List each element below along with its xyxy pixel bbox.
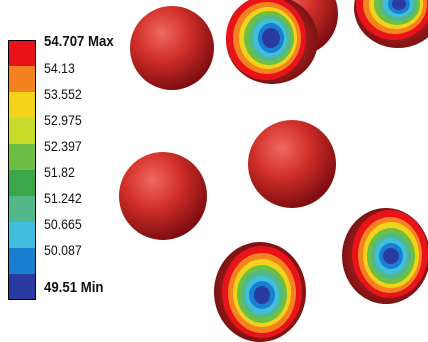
legend-swatch-5: [8, 144, 36, 170]
legend-swatch-1: [8, 40, 36, 66]
particle-sphere-3: [248, 120, 336, 208]
particle-sphere-1: [130, 6, 214, 90]
sectioned-sphere-2: [354, 0, 428, 48]
legend-max-value: 54.707: [44, 33, 85, 50]
legend-value-3: 53.552: [44, 86, 82, 102]
legend-value-6: 51.82: [44, 164, 75, 180]
color-legend: 54.707 Max 54.13 53.552 52.975 52.397 51…: [8, 34, 158, 304]
legend-value-2: 54.13: [44, 60, 75, 76]
legend-swatch-4: [8, 118, 36, 144]
legend-min-label: 49.51 Min: [44, 280, 103, 296]
legend-value-5: 52.397: [44, 138, 82, 154]
legend-swatch-3: [8, 92, 36, 118]
legend-swatch-10: [8, 274, 36, 300]
legend-swatch-9: [8, 248, 36, 274]
legend-value-9: 50.087: [44, 242, 82, 258]
legend-min-value: 49.51: [44, 279, 78, 296]
legend-value-4: 52.975: [44, 112, 82, 128]
legend-swatch-6: [8, 170, 36, 196]
legend-swatch-2: [8, 66, 36, 92]
legend-min-tag: Min: [80, 279, 104, 296]
sectioned-sphere-3: [214, 242, 306, 342]
sectioned-sphere-1: [226, 0, 318, 84]
legend-value-8: 50.665: [44, 216, 82, 232]
legend-swatch-8: [8, 222, 36, 248]
legend-value-7: 51.242: [44, 190, 82, 206]
legend-max-tag: Max: [88, 33, 114, 50]
legend-swatch-7: [8, 196, 36, 222]
particle-sphere-2: [119, 152, 207, 240]
sectioned-sphere-4: [342, 208, 428, 304]
legend-max-label: 54.707 Max: [44, 34, 114, 50]
